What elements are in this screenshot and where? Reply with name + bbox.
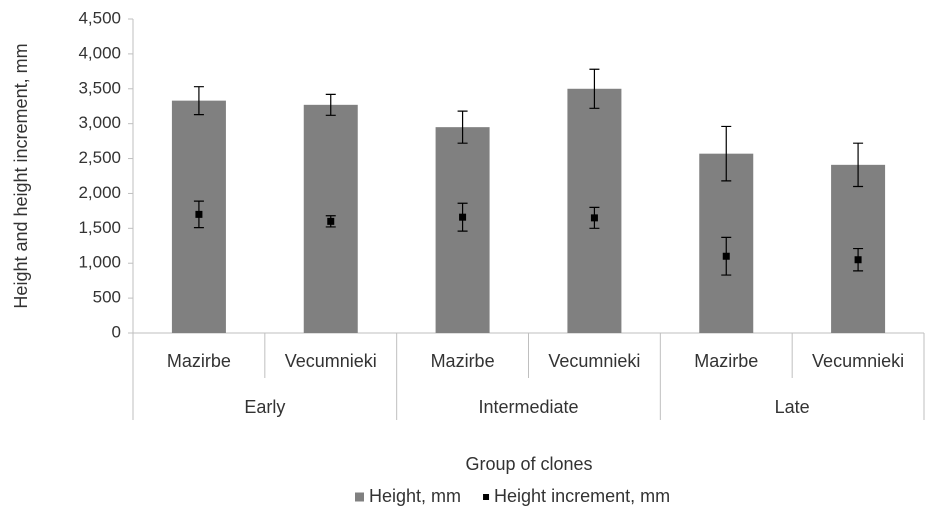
y-tick-label: 2,500	[78, 148, 121, 167]
y-axis-title: Height and height increment, mm	[11, 43, 31, 308]
point-marker	[327, 217, 335, 225]
y-tick-label: 3,000	[78, 113, 121, 132]
point-marker	[195, 210, 203, 218]
x-tick-label: Vecumnieki	[812, 351, 904, 371]
group-label: Intermediate	[478, 397, 578, 417]
group-label: Early	[244, 397, 285, 417]
x-tick-label: Mazirbe	[167, 351, 231, 371]
y-tick-label: 4,500	[78, 8, 121, 27]
point-marker	[854, 256, 862, 264]
group-label: Late	[775, 397, 810, 417]
x-tick-label: Mazirbe	[694, 351, 758, 371]
point-marker	[722, 252, 730, 260]
legend-marker	[355, 492, 364, 502]
x-tick-label: Vecumnieki	[548, 351, 640, 371]
error-bar	[589, 68, 600, 109]
x-tick-label: Vecumnieki	[285, 351, 377, 371]
y-tick-label: 1,000	[78, 253, 121, 272]
x-tick-label: Mazirbe	[431, 351, 495, 371]
legend-label: Height, mm	[369, 486, 461, 506]
y-tick-label: 4,000	[78, 43, 121, 62]
point-marker	[459, 213, 467, 221]
error-bar	[193, 86, 204, 116]
error-bar	[325, 93, 336, 116]
point-marker	[590, 214, 598, 222]
y-tick-label: 0	[112, 322, 121, 341]
legend-marker	[483, 494, 490, 500]
legend-label: Height increment, mm	[494, 486, 670, 506]
error-bar	[457, 110, 468, 144]
error-bar	[853, 142, 864, 188]
y-tick-label: 500	[93, 288, 121, 307]
error-bar	[721, 125, 732, 182]
y-tick-label: 2,000	[78, 183, 121, 202]
y-tick-label: 3,500	[78, 78, 121, 97]
x-axis-title: Group of clones	[465, 454, 592, 474]
y-tick-label: 1,500	[78, 218, 121, 237]
